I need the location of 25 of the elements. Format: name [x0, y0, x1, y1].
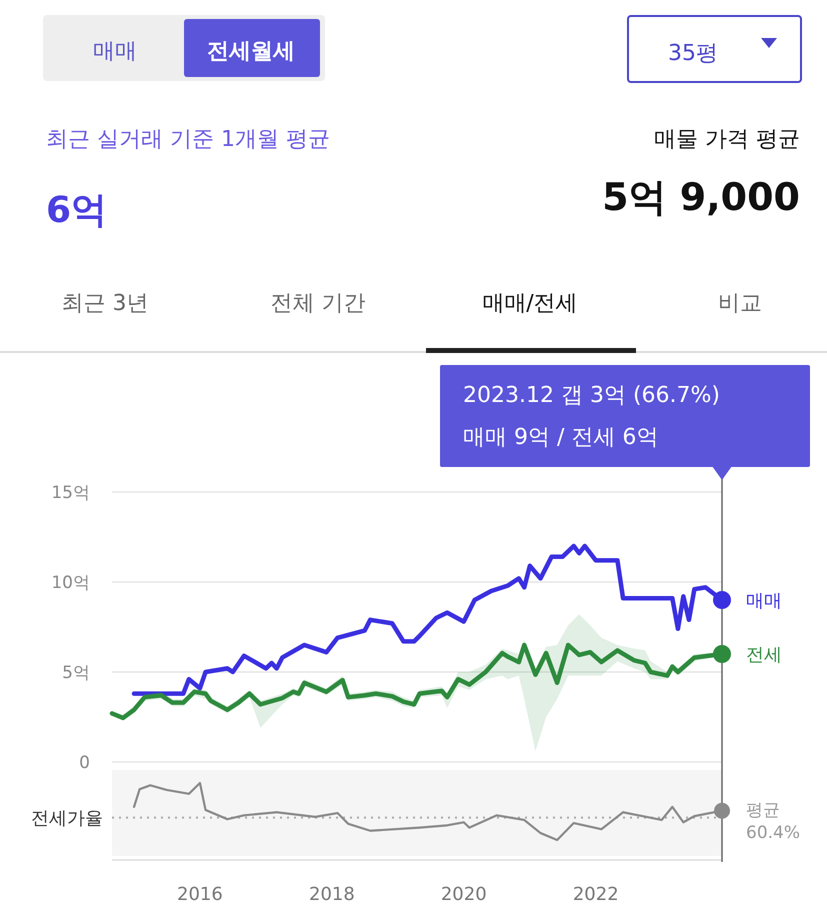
text: 매매/전세 [482, 291, 578, 316]
text: 2023.12 갭 3억 (66.7%) [463, 383, 720, 408]
y-axis-title: 전세가율 [31, 808, 103, 829]
x-tick-label: 2016 [177, 884, 223, 905]
text: 최근 실거래 기준 1개월 평균 [46, 127, 330, 152]
y-tick-label: 15억 [51, 482, 90, 503]
text: 비교 [718, 291, 762, 316]
text: 6억 [46, 190, 108, 231]
y-tick-label: 10억 [51, 572, 90, 593]
text: 최근 3년 [62, 291, 148, 316]
text: 매물 가격 평균 [654, 127, 800, 152]
series-label: 매매 [746, 590, 782, 612]
x-tick-label: 2022 [572, 884, 619, 905]
text: 5억 9,000 [602, 175, 800, 219]
y-tick-label: 5억 [62, 662, 90, 683]
text: 매매 9억 / 전세 6억 [463, 425, 658, 450]
series-label: 전세 [746, 644, 782, 666]
text: 전세월세 [207, 39, 295, 64]
text: 35평 [668, 41, 718, 66]
ref-line-label: 평균 60.4% [746, 800, 800, 843]
x-tick-label: 2018 [309, 884, 355, 905]
text: 매매 [93, 39, 137, 64]
x-tick-label: 2020 [440, 884, 487, 905]
y-tick-label: 0 [79, 752, 90, 773]
text: 전체 기간 [270, 291, 366, 316]
